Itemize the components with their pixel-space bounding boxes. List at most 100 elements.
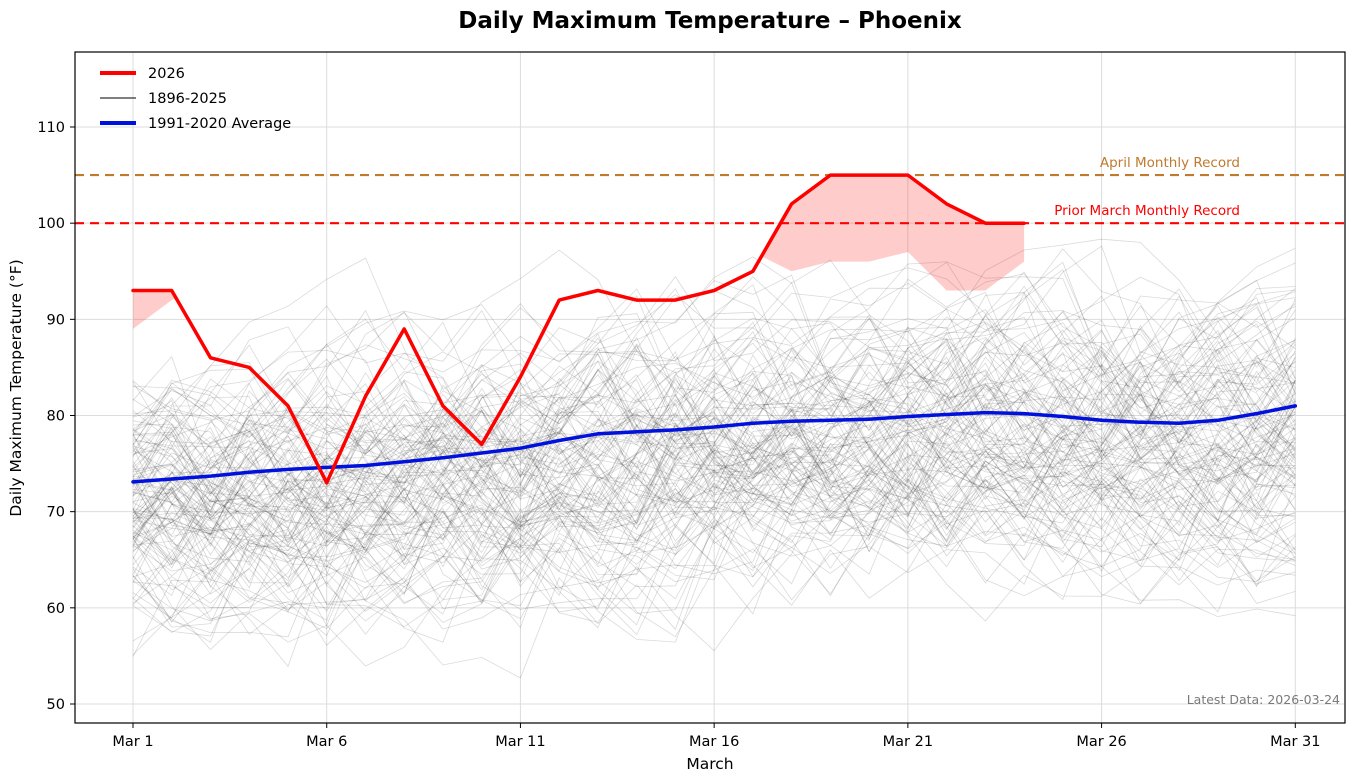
historical-year-line xyxy=(132,317,1296,547)
historical-year-line xyxy=(132,414,1296,633)
historical-year-line xyxy=(132,351,1296,561)
historical-year-line xyxy=(132,372,1296,556)
historical-year-line xyxy=(132,321,1296,588)
historical-year-line xyxy=(132,402,1296,637)
historical-year-line xyxy=(132,341,1296,597)
historical-year-line xyxy=(132,380,1296,603)
historical-year-line xyxy=(132,387,1296,597)
historical-year-line xyxy=(132,364,1296,581)
historical-year-line xyxy=(132,345,1296,552)
historical-year-line xyxy=(132,248,1296,491)
historical-year-line xyxy=(132,362,1296,524)
historical-year-line xyxy=(132,291,1296,552)
march-record-label: Prior March Monthly Record xyxy=(1054,203,1240,219)
historical-year-line xyxy=(132,238,1296,496)
historical-year-line xyxy=(132,377,1296,561)
historical-year-line xyxy=(132,304,1296,511)
axis-layer: Mar 1 Mar 6 Mar 11 Mar 16 Mar 21 Mar 26 Mar 31… xyxy=(37,120,1320,750)
chart-title: Daily Maximum Temperature – Phoenix xyxy=(458,8,962,34)
historical-year-line xyxy=(132,311,1296,563)
historical-year-line xyxy=(132,330,1296,562)
historical-year-line xyxy=(132,415,1296,536)
historical-year-line xyxy=(132,353,1296,496)
historical-year-line xyxy=(132,443,1296,637)
historical-year-line xyxy=(132,406,1296,629)
x-tick-label: Mar 26 xyxy=(1076,734,1126,750)
legend-label-2026: 2026 xyxy=(148,66,185,82)
historical-year-line xyxy=(132,350,1296,572)
y-tick-label: 90 xyxy=(47,312,65,328)
historical-year-line xyxy=(132,370,1296,559)
historical-year-line xyxy=(132,422,1296,576)
plot-border xyxy=(74,51,1346,724)
historical-year-line xyxy=(132,345,1296,547)
latest-data-annotation: Latest Data: 2026-03-24 xyxy=(1187,692,1340,707)
historical-year-line xyxy=(132,316,1296,565)
historical-year-line xyxy=(132,471,1296,622)
historical-year-line xyxy=(132,430,1296,583)
legend-label-average: 1991-2020 Average xyxy=(148,116,291,132)
historical-year-line xyxy=(132,247,1296,539)
historical-year-line xyxy=(132,402,1296,605)
historical-year-line xyxy=(132,480,1296,628)
historical-year-line xyxy=(132,418,1296,643)
record-exceedance-layer xyxy=(133,175,1025,329)
historical-year-line xyxy=(132,400,1296,667)
historical-year-line xyxy=(132,281,1296,517)
historical-year-line xyxy=(132,288,1296,518)
historical-year-line xyxy=(132,409,1296,562)
historical-year-line xyxy=(132,364,1296,562)
historical-year-line xyxy=(132,443,1296,586)
historical-year-line xyxy=(132,285,1296,548)
legend: 2026 1896-2025 1991-2020 Average xyxy=(100,66,291,132)
historical-year-line xyxy=(132,309,1296,539)
historical-year-line xyxy=(132,379,1296,578)
y-tick-label: 100 xyxy=(37,216,65,232)
historical-year-line xyxy=(132,304,1296,495)
historical-year-line xyxy=(132,303,1296,503)
historical-year-line xyxy=(132,297,1296,526)
y-axis-label: Daily Maximum Temperature (°F) xyxy=(7,259,25,516)
historical-year-line xyxy=(132,308,1296,570)
historical-year-line xyxy=(132,483,1296,679)
historical-year-line xyxy=(132,374,1296,567)
historical-year-line xyxy=(132,378,1296,520)
y-tick-label: 80 xyxy=(47,409,65,425)
historical-year-line xyxy=(132,333,1296,534)
historical-year-line xyxy=(132,282,1296,515)
historical-year-line xyxy=(132,292,1296,456)
historical-year-line xyxy=(132,269,1296,494)
record-exceedance-area xyxy=(761,175,1025,291)
historical-year-line xyxy=(132,363,1296,575)
historical-year-line xyxy=(132,319,1296,547)
historical-year-line xyxy=(132,411,1296,554)
y-tick-label: 60 xyxy=(47,601,65,617)
x-tick-label: Mar 31 xyxy=(1270,734,1320,750)
historical-year-line xyxy=(132,323,1296,552)
x-tick-label: Mar 21 xyxy=(883,734,933,750)
historical-year-line xyxy=(132,336,1296,507)
x-tick-label: Mar 6 xyxy=(306,734,347,750)
historical-year-line xyxy=(132,406,1296,565)
record-lines-layer xyxy=(75,173,1345,225)
historical-year-line xyxy=(132,436,1296,610)
historical-year-line xyxy=(132,371,1296,512)
historical-year-line xyxy=(132,249,1296,477)
historical-year-line xyxy=(132,400,1296,604)
historical-year-line xyxy=(132,339,1296,561)
historical-year-line xyxy=(132,435,1296,668)
historical-year-line xyxy=(132,419,1296,591)
historical-year-line xyxy=(132,274,1296,473)
historical-year-line xyxy=(132,322,1296,523)
historical-year-line xyxy=(132,273,1296,535)
historical-year-line xyxy=(132,367,1296,508)
legend-label-historical: 1896-2025 xyxy=(148,91,227,107)
historical-year-line xyxy=(132,372,1296,546)
historical-year-line xyxy=(132,402,1296,546)
historical-year-line xyxy=(132,430,1296,575)
x-tick-label: Mar 1 xyxy=(112,734,153,750)
historical-year-line xyxy=(132,351,1296,501)
historical-year-line xyxy=(132,393,1296,557)
historical-year-line xyxy=(132,443,1296,642)
historical-year-line xyxy=(132,378,1296,587)
